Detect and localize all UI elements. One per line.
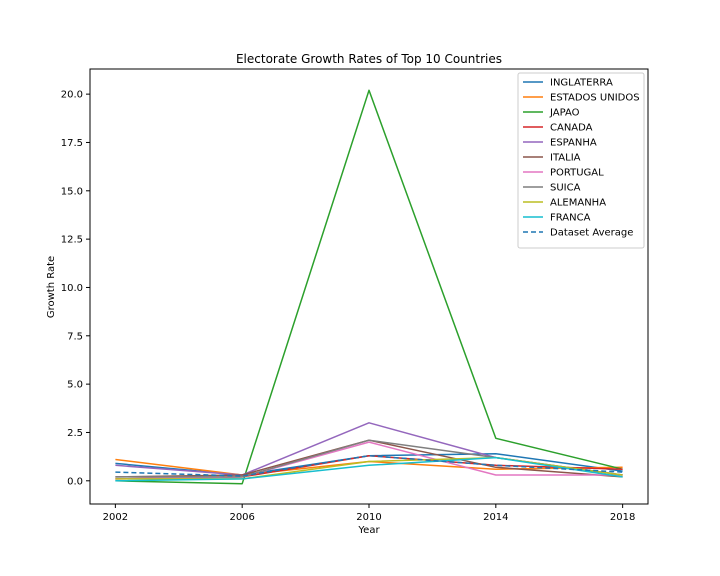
- series-line-japao: [115, 89, 623, 485]
- x-axis-label: Year: [357, 525, 380, 536]
- y-tick-label: 17.5: [61, 138, 83, 149]
- legend-label: ESPANHA: [550, 138, 597, 149]
- plot-lines: [115, 89, 623, 485]
- y-axis: 0.0 2.5 5.0 7.5 10.0 12.5 15.0 17.5 20.0: [61, 90, 90, 487]
- legend-label: Dataset Average: [550, 228, 633, 239]
- legend-label: FRANCA: [550, 213, 591, 224]
- legend-label: CANADA: [550, 123, 593, 134]
- y-tick-label: 2.5: [67, 428, 83, 439]
- y-tick-label: 7.5: [67, 331, 83, 342]
- chart-title: Electorate Growth Rates of Top 10 Countr…: [236, 52, 502, 66]
- legend: INGLATERRA ESTADOS UNIDOS JAPAO CANADA ESPAN…: [517, 72, 645, 249]
- legend-label: JAPAO: [549, 108, 580, 119]
- legend-label: PORTUGAL: [550, 168, 604, 179]
- y-axis-label: Growth Rate: [46, 256, 57, 318]
- legend-label: SUICA: [550, 183, 581, 194]
- x-tick-label: 2018: [610, 512, 635, 523]
- legend-label: ALEMANHA: [550, 198, 606, 209]
- y-tick-label: 10.0: [61, 283, 83, 294]
- x-tick-label: 2006: [229, 512, 254, 523]
- x-axis: 2002 2006 2010 2014 2018: [103, 504, 635, 523]
- y-tick-label: 0.0: [67, 476, 83, 487]
- y-tick-label: 15.0: [61, 186, 83, 197]
- series-line-dataset-average: [115, 454, 623, 477]
- series-line-franca: [115, 456, 623, 482]
- x-tick-label: 2002: [103, 512, 128, 523]
- legend-label: ESTADOS UNIDOS: [550, 93, 640, 104]
- x-tick-label: 2010: [356, 512, 381, 523]
- legend-label: ITALIA: [550, 153, 581, 164]
- x-tick-label: 2014: [483, 512, 508, 523]
- legend-label: INGLATERRA: [550, 78, 613, 89]
- y-tick-label: 12.5: [61, 235, 83, 246]
- y-tick-label: 20.0: [61, 90, 83, 101]
- legend-box: [517, 72, 645, 249]
- y-tick-label: 5.0: [67, 380, 83, 391]
